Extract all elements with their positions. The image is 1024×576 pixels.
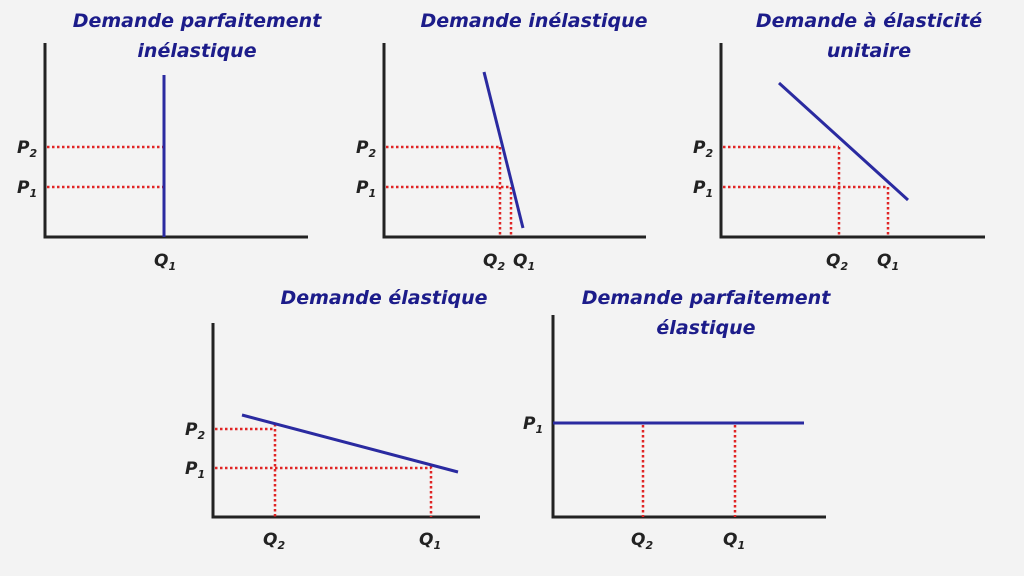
q1-label: Q1: [419, 530, 441, 552]
panel-perfectly-inelastic: Demande parfaitement inélastique P2 P1 Q…: [17, 10, 322, 273]
p2-label: P2: [17, 138, 37, 160]
q1-label: Q1: [723, 530, 745, 552]
p2-label: P2: [185, 420, 205, 442]
p1-label: P1: [185, 459, 205, 481]
panel-title-line1: Demande à élasticité: [756, 10, 982, 32]
p2-label: P2: [693, 138, 713, 160]
axes: [211, 323, 480, 519]
axes: [382, 43, 646, 239]
demand-curve: [482, 71, 525, 229]
panel-title-line1: Demande inélastique: [420, 10, 647, 32]
panel-title-line1: Demande parfaitement: [73, 10, 322, 32]
p1-label: P1: [356, 178, 376, 200]
panel-title-line2: inélastique: [137, 40, 256, 62]
p1-label: P1: [523, 414, 543, 436]
demand-curve: [777, 81, 910, 202]
p1-label: P1: [693, 178, 713, 200]
panel-title-line1: Demande parfaitement: [582, 287, 831, 309]
panel-title-line1: Demande élastique: [280, 287, 487, 309]
q2-label: Q2: [826, 251, 848, 273]
panel-title-line2: élastique: [656, 317, 755, 339]
p2-label: P2: [356, 138, 376, 160]
axes: [43, 43, 308, 239]
axes: [719, 43, 985, 239]
panel-perfectly-elastic: Demande parfaitement élastique P1 Q2 Q1: [523, 287, 831, 552]
q2-label: Q2: [263, 530, 285, 552]
q1-label: Q1: [513, 251, 535, 273]
q2-label: Q2: [631, 530, 653, 552]
demand-curve: [241, 413, 459, 474]
panel-unit-elastic: Demande à élasticité unitaire P2 P1 Q2 Q…: [693, 10, 985, 273]
panel-title-line2: unitaire: [827, 40, 911, 62]
panel-inelastic: Demande inélastique P2 P1 Q2 Q1: [356, 10, 648, 273]
panel-elastic: Demande élastique P2 P1 Q2 Q1: [185, 287, 488, 552]
p1-label: P1: [17, 178, 37, 200]
q1-label: Q1: [154, 251, 176, 273]
q1-label: Q1: [877, 251, 899, 273]
q2-label: Q2: [483, 251, 505, 273]
